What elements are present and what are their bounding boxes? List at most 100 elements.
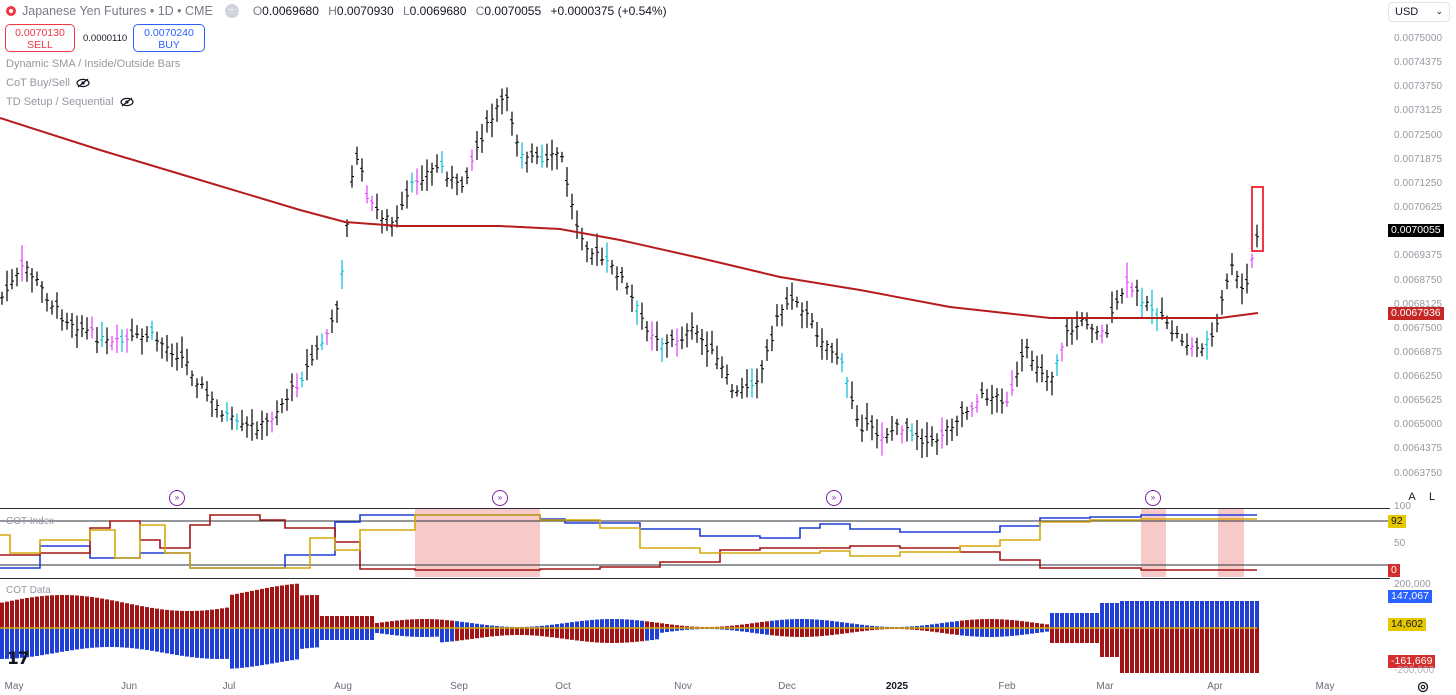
open-value: 0.0069680 xyxy=(262,4,319,18)
cot-data-bar-up xyxy=(55,595,59,628)
cot-data-bar-up xyxy=(325,616,329,628)
event-icon[interactable]: » xyxy=(826,490,842,506)
cot-data-bar-up xyxy=(340,616,344,628)
cot-data-bar-up xyxy=(450,620,454,628)
low-value: 0.0069680 xyxy=(409,4,467,18)
hidden-eye-icon[interactable] xyxy=(120,97,134,107)
settings-gear-icon[interactable] xyxy=(1416,680,1430,694)
cot-data-bar-up xyxy=(1205,601,1209,628)
event-icon[interactable]: » xyxy=(169,490,185,506)
cot-data-bar-up xyxy=(1225,601,1229,628)
cot-data-bar-up xyxy=(85,596,89,628)
cot-data-bar-down xyxy=(610,628,614,643)
cot-data-bar-up xyxy=(750,623,754,628)
indicator-sma[interactable]: Dynamic SMA / Inside/Outside Bars xyxy=(6,58,180,70)
currency-select-value: USD xyxy=(1395,6,1419,18)
cot-data-bar-up xyxy=(610,619,614,628)
cot-data-bar-down xyxy=(820,628,824,637)
cot-data-bar-down xyxy=(420,628,424,637)
currency-select[interactable]: USD ⌄ xyxy=(1388,2,1450,22)
event-icon[interactable]: » xyxy=(1145,490,1161,506)
auto-scale-button[interactable]: A xyxy=(1408,491,1416,503)
cot-data-bar-down xyxy=(505,628,509,636)
cot-data-bar-down xyxy=(95,628,99,648)
cot-data-bar-down xyxy=(225,628,229,659)
cot-data-bar-down xyxy=(745,628,749,633)
cot-data-bar-up xyxy=(1035,623,1039,628)
cot-data-bar-down xyxy=(635,628,639,642)
cot-data-bar-up xyxy=(260,588,264,628)
cot-data-bar-up xyxy=(1170,601,1174,628)
cot-data-bar-down xyxy=(570,628,574,640)
cot-data-bar-down xyxy=(45,628,49,655)
indicator-td-label: TD Setup / Sequential xyxy=(6,96,114,108)
cot-data-bar-down xyxy=(985,628,989,637)
cot-data-bar-down xyxy=(1135,628,1139,673)
indicator-sma-label: Dynamic SMA / Inside/Outside Bars xyxy=(6,58,181,70)
indicator-cot-buysell[interactable]: CoT Buy/Sell xyxy=(6,77,90,89)
cot-data-axis-top: 200,000 xyxy=(1394,579,1431,590)
event-icon[interactable]: » xyxy=(492,490,508,506)
cot-data-bar-up xyxy=(965,620,969,628)
cot-data-bar-up xyxy=(1215,601,1219,628)
cot-data-bar-down xyxy=(195,628,199,658)
cot-data-bar-up xyxy=(1110,603,1114,628)
cot-data-bar-up xyxy=(980,619,984,628)
cot-data-bar-up xyxy=(210,609,214,628)
cot-data-bar-down xyxy=(285,628,289,661)
buy-button[interactable]: 0.0070240 BUY xyxy=(133,24,205,52)
close-label: C xyxy=(475,4,485,18)
cot-data-bar-up xyxy=(170,610,174,628)
cot-data-bar-down xyxy=(305,628,309,649)
cot-data-bar-down xyxy=(360,628,364,640)
cot-data-bar-down xyxy=(1035,628,1039,633)
price-chart-canvas[interactable] xyxy=(0,0,1390,695)
cot-data-bar-up xyxy=(645,621,649,628)
collapse-legend-button[interactable]: − xyxy=(224,4,239,18)
cot-data-bar-up xyxy=(1025,621,1029,628)
cot-data-bar-up xyxy=(1005,619,1009,628)
price-axis-label: 0.0069375 xyxy=(1394,250,1443,261)
cot-data-bar-down xyxy=(105,628,109,648)
cot-data-bar-down xyxy=(170,628,174,655)
cot-data-bar-up xyxy=(25,598,29,628)
cot-data-bar-down xyxy=(930,628,934,632)
indicator-td-setup[interactable]: TD Setup / Sequential xyxy=(6,96,134,108)
cot-data-bar-up xyxy=(230,594,234,628)
cot-data-bar-down xyxy=(10,628,14,659)
price-axis-label: 0.0075000 xyxy=(1394,33,1443,44)
time-axis-label: 2025 xyxy=(885,681,909,692)
sell-button[interactable]: 0.0070130 SELL xyxy=(5,24,75,52)
cot-data-bar-up xyxy=(135,605,139,628)
price-axis-label: 0.0070625 xyxy=(1394,202,1443,213)
cot-data-bar-down xyxy=(1190,628,1194,673)
cot-data-bar-down xyxy=(865,628,869,631)
cot-data-bar-down xyxy=(550,628,554,638)
symbol-title[interactable]: Japanese Yen Futures • 1D • CME xyxy=(22,4,213,18)
time-axis-label: Feb xyxy=(998,681,1016,692)
hidden-eye-icon[interactable] xyxy=(76,78,90,88)
cot-data-bar-down xyxy=(860,628,864,632)
cot-data-bar-down xyxy=(1200,628,1204,673)
last-price-tag: 0.0070055 xyxy=(1388,224,1444,237)
tradingview-logo[interactable]: 17 xyxy=(7,649,30,669)
cot-data-bar-down xyxy=(1020,628,1024,635)
cot-data-bar-up xyxy=(110,600,114,628)
pane-divider[interactable] xyxy=(0,578,1390,579)
cot-data-bar-down xyxy=(345,628,349,640)
cot-data-bar-down xyxy=(15,628,19,659)
pane-divider[interactable] xyxy=(0,508,1390,509)
cot-data-bar-down xyxy=(1060,628,1064,643)
cot-data-bar-down xyxy=(0,628,4,659)
cot-index-yellow-line xyxy=(0,514,1257,569)
cot-data-bar-down xyxy=(430,628,434,637)
log-scale-button[interactable]: L xyxy=(1428,491,1436,503)
cot-data-bar-down xyxy=(680,628,684,631)
cot-data-bar-down xyxy=(415,628,419,637)
price-axis-label: 0.0065000 xyxy=(1394,419,1443,430)
cot-data-bar-up xyxy=(35,596,39,628)
cot-data-bar-down xyxy=(30,628,34,657)
cot-data-bar-down xyxy=(165,628,169,654)
cot-data-bar-down xyxy=(1160,628,1164,673)
cot-data-bar-down xyxy=(405,628,409,637)
